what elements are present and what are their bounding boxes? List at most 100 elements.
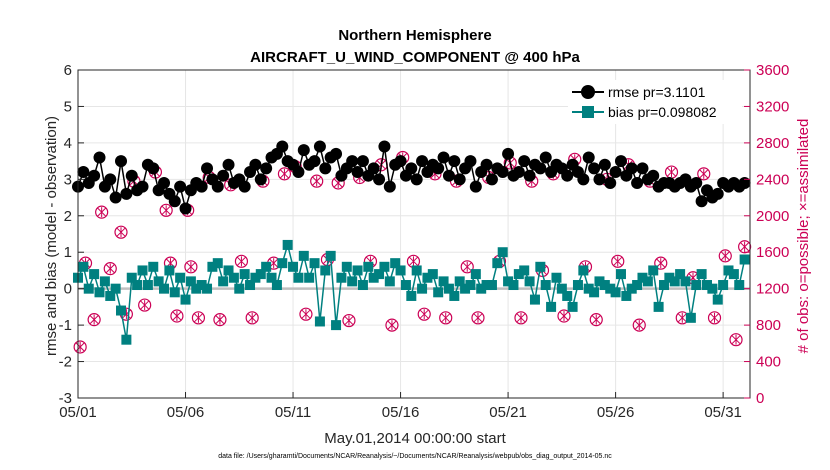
bias-point-91 <box>562 290 573 301</box>
bias-point-42 <box>298 250 309 261</box>
bias-point-41 <box>293 272 304 283</box>
obs-assimilated-point-20 <box>247 312 257 323</box>
bias-point-46 <box>320 265 331 276</box>
bias-point-111 <box>669 276 680 287</box>
bias-series <box>73 239 750 345</box>
y-left-tick-label-3: 0 <box>64 281 72 298</box>
obs-possible-point-52 <box>589 313 603 327</box>
obs-assimilated-point-35 <box>409 256 418 267</box>
bias-point-30 <box>234 283 245 294</box>
legend-rmse-marker <box>581 85 595 99</box>
y-axis-right-label: # of obs: o=possible; ×=assimilated <box>795 119 812 354</box>
rmse-point-35 <box>260 162 273 175</box>
bias-point-88 <box>546 301 557 312</box>
rmse-point-38 <box>276 140 289 153</box>
bias-point-102 <box>621 290 632 301</box>
bias-point-39 <box>282 239 293 250</box>
obs-assimilated-point-64 <box>720 250 730 261</box>
bias-point-64 <box>417 283 428 294</box>
obs-assimilated-point-26 <box>312 176 322 187</box>
rmse-point-34 <box>254 173 267 186</box>
bias-point-5 <box>99 276 110 287</box>
bias-point-72 <box>460 283 471 294</box>
rmse-point-96 <box>588 162 601 175</box>
obs-possible-point-0 <box>73 340 87 354</box>
rmse-point-27 <box>217 169 230 182</box>
bias-point-97 <box>594 276 605 287</box>
bias-point-69 <box>443 283 454 294</box>
obs-assimilated-point-3 <box>97 207 107 218</box>
y-left-tick-label-5: 2 <box>64 208 72 225</box>
bias-point-56 <box>374 269 385 280</box>
obs-assimilated-point-15 <box>194 312 203 323</box>
bias-point-124 <box>739 254 750 265</box>
obs-assimilated-point-0 <box>75 341 85 352</box>
obs-assimilated-point-52 <box>591 314 601 325</box>
bias-point-62 <box>406 290 417 301</box>
obs-assimilated-point-23 <box>280 168 289 179</box>
obs-possible-point-5 <box>114 225 128 239</box>
obs-assimilated-point-12 <box>172 311 182 321</box>
bias-point-71 <box>454 276 465 287</box>
bias-point-38 <box>277 258 288 269</box>
rmse-point-42 <box>297 144 310 157</box>
obs-assimilated-point-60 <box>677 312 687 323</box>
bias-point-51 <box>347 276 358 287</box>
rmse-point-79 <box>496 166 509 179</box>
bias-point-74 <box>470 269 481 280</box>
y-left-tick-label-4: 1 <box>64 244 72 261</box>
bias-point-19 <box>175 272 186 283</box>
bias-point-12 <box>137 265 148 276</box>
obs-assimilated-point-56 <box>634 320 644 331</box>
bias-point-52 <box>352 265 363 276</box>
bias-point-78 <box>492 258 503 269</box>
bias-point-65 <box>422 272 433 283</box>
obs-assimilated-point-17 <box>215 314 225 325</box>
chart-title: Northern Hemisphere <box>338 27 491 44</box>
bias-point-60 <box>395 265 406 276</box>
obs-possible-point-10 <box>159 203 173 217</box>
bias-point-123 <box>734 280 745 291</box>
y-left-tick-label-9: 6 <box>64 62 72 79</box>
bias-point-59 <box>390 258 401 269</box>
rmse-point-74 <box>469 180 482 193</box>
bias-point-25 <box>207 261 218 272</box>
obs-possible-point-3 <box>95 205 109 219</box>
bias-point-77 <box>486 280 497 291</box>
bias-point-115 <box>691 280 702 291</box>
y-right-tick-label-8: 3200 <box>756 98 789 115</box>
rmse-point-1 <box>77 166 90 179</box>
bias-point-108 <box>653 301 664 312</box>
obs-possible-point-40 <box>460 260 474 274</box>
bias-point-100 <box>610 287 621 298</box>
legend-box <box>568 80 742 124</box>
rmse-point-58 <box>383 180 396 193</box>
x-ticks: 05/01 05/06 05/11 05/16 05/21 05/26 05/31 <box>59 392 742 421</box>
rmse-point-71 <box>453 173 466 186</box>
rmse-point-10 <box>125 169 138 182</box>
bias-point-37 <box>271 280 282 291</box>
rmse-point-12 <box>136 180 149 193</box>
rmse-point-95 <box>582 151 595 164</box>
bias-point-21 <box>185 276 196 287</box>
y-axis-left-label: rmse and bias (model - observation) <box>43 116 60 356</box>
rmse-point-52 <box>351 166 364 179</box>
bias-point-36 <box>266 272 277 283</box>
obs-possible-point-29 <box>342 313 356 328</box>
rmse-point-116 <box>695 195 708 208</box>
rmse-point-94 <box>577 173 590 186</box>
obs-assimilated-point-38 <box>441 312 451 323</box>
bias-point-84 <box>524 276 535 287</box>
obs-possible-point-15 <box>191 311 206 325</box>
y-left-tick-label-0: -3 <box>59 390 72 407</box>
bias-point-82 <box>513 269 524 280</box>
bias-point-33 <box>250 272 261 283</box>
rmse-point-31 <box>238 180 251 193</box>
bias-point-63 <box>411 265 422 276</box>
legend-bias-marker <box>582 106 594 118</box>
bias-point-14 <box>148 261 159 272</box>
bias-point-109 <box>658 280 669 291</box>
chart-subtitle: AIRCRAFT_U_WIND_COMPONENT @ 400 hPa <box>250 49 580 66</box>
obs-possible-point-8 <box>138 298 152 312</box>
